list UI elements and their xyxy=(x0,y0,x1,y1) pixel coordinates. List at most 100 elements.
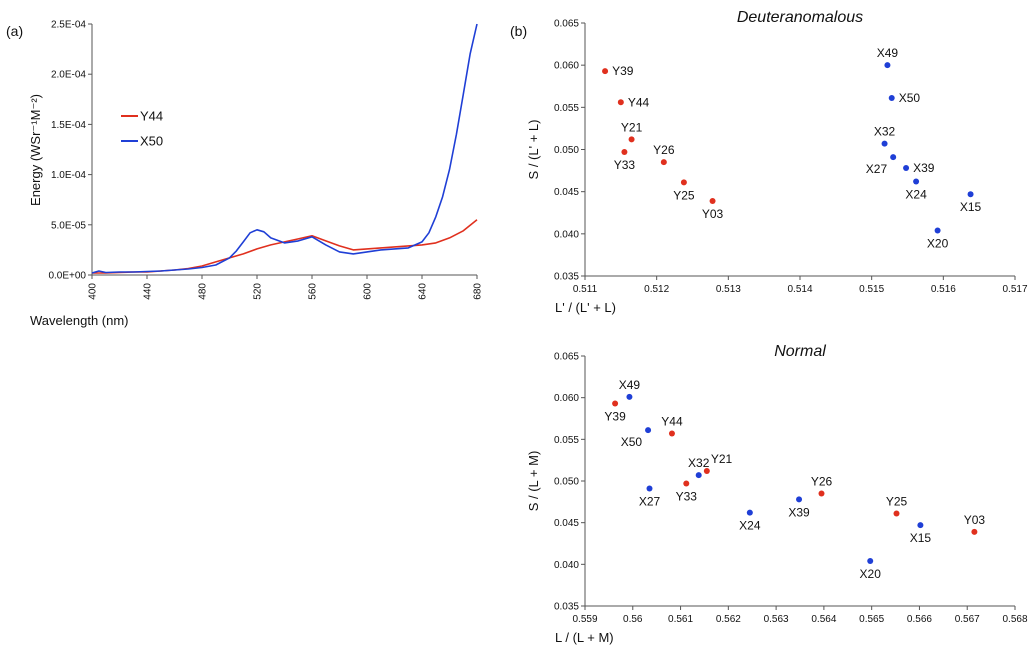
data-point xyxy=(888,95,895,102)
data-point xyxy=(621,149,628,156)
x-tick-label: 0.511 xyxy=(573,284,598,295)
data-point xyxy=(602,68,609,75)
y-tick-label: 0.035 xyxy=(554,272,579,283)
x-tick-label: 0.515 xyxy=(859,284,884,295)
y-tick-label: 0.055 xyxy=(554,435,579,446)
data-point-label: Y21 xyxy=(711,452,733,466)
x-tick-label: 0.565 xyxy=(859,614,884,625)
y-tick-label: 0.065 xyxy=(554,19,579,30)
data-point xyxy=(646,485,653,492)
data-point-label: Y21 xyxy=(621,120,643,134)
data-point xyxy=(683,480,690,487)
data-point-label: X32 xyxy=(688,456,710,470)
data-point xyxy=(881,140,888,147)
data-point-label: X20 xyxy=(927,236,949,250)
data-point-label: Y39 xyxy=(604,410,626,424)
data-point-label: Y25 xyxy=(673,188,695,202)
data-point xyxy=(934,227,941,234)
data-point xyxy=(903,165,910,172)
data-point-label: X50 xyxy=(899,91,921,105)
y-tick-label: 0.050 xyxy=(554,145,579,156)
x-tick-label: 0.512 xyxy=(644,284,669,295)
data-point-label: Y39 xyxy=(612,64,634,78)
data-point xyxy=(884,62,891,69)
data-point-label: X27 xyxy=(866,162,888,176)
x-tick-label: 0.566 xyxy=(907,614,932,625)
y-axis-label: S / (L + M) xyxy=(526,451,541,512)
data-point xyxy=(695,472,702,479)
data-point-label: X32 xyxy=(874,125,896,139)
data-point-label: X15 xyxy=(960,200,982,214)
data-point xyxy=(668,430,675,437)
data-point xyxy=(971,528,978,535)
y-tick-label: 0.065 xyxy=(554,352,579,363)
x-tick-label: 0.516 xyxy=(931,284,956,295)
panel-label: (b) xyxy=(510,23,527,39)
chart-panel-b-top: (b) Deuteranomalous 0.035 0.040 0.045 0.050 0.… xyxy=(510,9,1028,315)
data-point-label: X50 xyxy=(621,435,643,449)
data-point xyxy=(890,154,897,161)
data-point-label: X49 xyxy=(619,378,641,392)
data-point xyxy=(628,136,635,143)
y-tick-label: 0.040 xyxy=(554,560,579,571)
data-point-label: X15 xyxy=(910,531,932,545)
data-point xyxy=(660,159,667,166)
y-tick-label: 1.0E-04 xyxy=(51,170,86,181)
data-point-label: X49 xyxy=(877,46,899,60)
data-point-label: Y33 xyxy=(676,490,698,504)
data-point-label: Y33 xyxy=(614,158,636,172)
x-tick-label: 440 xyxy=(143,283,154,300)
data-point-label: Y25 xyxy=(886,495,908,509)
data-point xyxy=(680,179,687,186)
chart-title: Deuteranomalous xyxy=(737,9,863,26)
x-tick-label: 480 xyxy=(198,283,209,300)
data-point-label: Y44 xyxy=(661,415,683,429)
y-tick-label: 1.5E-04 xyxy=(51,120,86,131)
x-axis-label: L / (L + M) xyxy=(555,630,614,645)
data-point xyxy=(917,522,924,529)
y-tick-label: 0.040 xyxy=(554,229,579,240)
y-tick-label: 0.045 xyxy=(554,518,579,529)
y-tick-label: 0.050 xyxy=(554,477,579,488)
data-point xyxy=(818,490,825,497)
data-point-label: Y26 xyxy=(653,143,675,157)
y-tick-label: 0.060 xyxy=(554,393,579,404)
x-tick-label: 0.563 xyxy=(764,614,789,625)
data-point-label: Y26 xyxy=(811,475,833,489)
x-tick-label: 0.562 xyxy=(716,614,741,625)
data-point xyxy=(867,558,874,564)
data-point xyxy=(913,178,920,185)
chart-panel-b-bottom: Normal 0.035 0.040 0.045 0.050 0.055 0.060 0.06… xyxy=(526,343,1028,645)
series-line-x50 xyxy=(91,23,478,274)
series-line-y44 xyxy=(92,219,478,274)
data-point-label: X27 xyxy=(639,495,661,509)
data-point xyxy=(645,427,652,434)
x-tick-label: 640 xyxy=(418,283,429,300)
data-point xyxy=(703,468,710,474)
x-tick-label: 0.559 xyxy=(572,614,597,625)
y-tick-label: 5.0E-05 xyxy=(51,220,86,231)
legend-label: Y44 xyxy=(140,109,163,124)
data-point xyxy=(626,393,633,400)
x-axis-label: L' / (L' + L) xyxy=(555,300,616,315)
y-tick-label: 0.0E+00 xyxy=(48,271,86,282)
data-point xyxy=(796,496,803,503)
x-tick-label: 0.567 xyxy=(955,614,980,625)
x-tick-label: 0.568 xyxy=(1002,614,1027,625)
legend-label: X50 xyxy=(140,134,163,149)
x-tick-label: 0.513 xyxy=(716,284,741,295)
y-axis-label: Energy (WSr⁻¹M⁻²) xyxy=(28,94,43,206)
data-point xyxy=(967,191,974,198)
data-point-label: X24 xyxy=(739,519,761,533)
x-tick-label: 400 xyxy=(88,283,99,300)
data-point-label: X20 xyxy=(860,567,882,581)
y-axis-label: S / (L' + L) xyxy=(526,120,541,180)
x-tick-label: 600 xyxy=(363,283,374,300)
chart-panel-a: (a) 0.0E+00 5.0E-05 1.0E-04 1.5E-04 2.0E-04 2.… xyxy=(6,20,484,329)
data-point-label: X24 xyxy=(905,188,927,202)
data-point-label: X39 xyxy=(913,161,935,175)
data-point-label: Y03 xyxy=(964,513,986,527)
y-tick-label: 2.0E-04 xyxy=(51,70,86,81)
data-point xyxy=(617,99,624,106)
